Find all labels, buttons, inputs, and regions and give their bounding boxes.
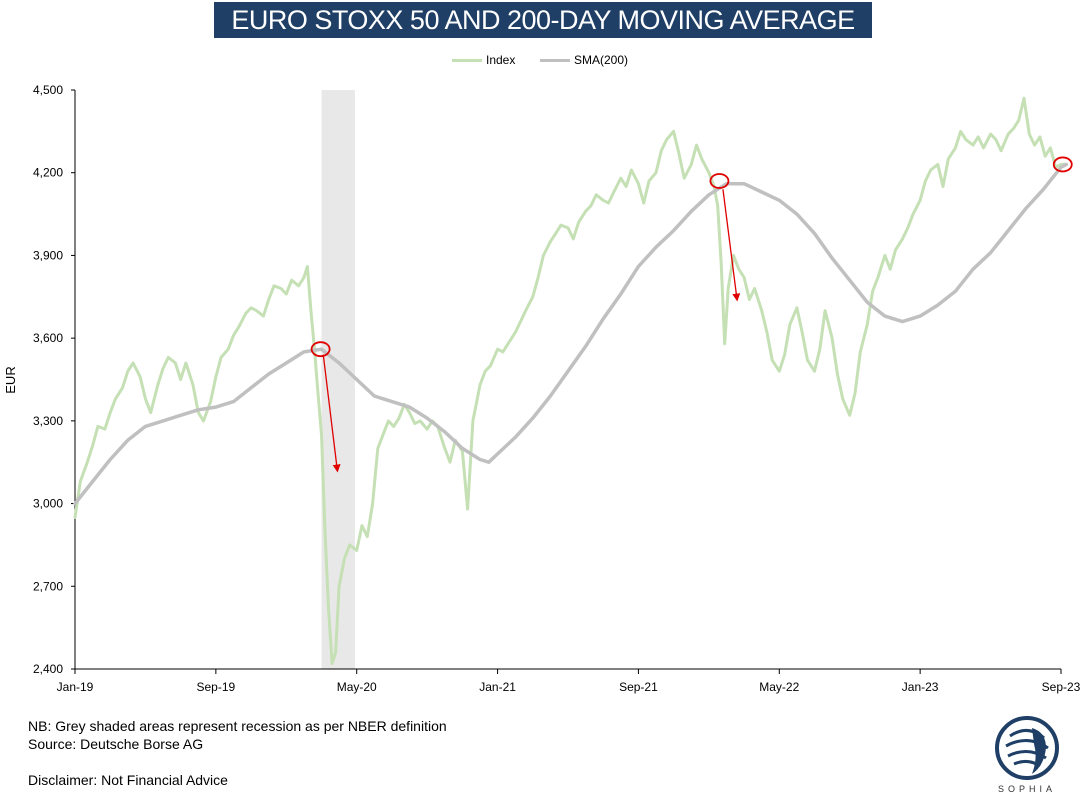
x-tick-label: Jan-19 (57, 680, 94, 694)
annotation-arrow (322, 354, 341, 473)
recession-note: NB: Grey shaded areas represent recessio… (28, 718, 447, 734)
y-tick-label: 3,300 (33, 414, 63, 428)
y-tick-label: 3,900 (33, 248, 63, 262)
x-tick-label: Sep-19 (197, 680, 236, 694)
legend-item-index: Index (452, 50, 532, 70)
legend-label-index: Index (486, 53, 516, 67)
legend: Index SMA(200) (0, 50, 1091, 70)
x-tick-label: May-20 (337, 680, 377, 694)
x-tick-label: Jan-23 (902, 680, 939, 694)
x-tick-label: May-22 (759, 680, 799, 694)
y-tick-label: 4,200 (33, 166, 63, 180)
chart-title: EURO STOXX 50 AND 200-DAY MOVING AVERAGE (214, 2, 872, 38)
source-note: Source: Deutsche Borse AG (28, 736, 204, 752)
legend-swatch-sma (540, 59, 570, 62)
crossover-marker (709, 173, 730, 189)
legend-label-sma: SMA(200) (574, 53, 629, 67)
sophia-logo: SOPHIA (995, 716, 1059, 794)
x-tick-label: Jan-21 (479, 680, 516, 694)
index-series-line (73, 96, 1068, 665)
disclaimer: Disclaimer: Not Financial Advice (28, 772, 228, 788)
y-tick-label: 2,700 (33, 579, 63, 593)
legend-item-sma: SMA(200) (540, 50, 650, 70)
y-tick-label: 4,500 (33, 83, 63, 97)
y-tick-label: 3,600 (33, 331, 63, 345)
legend-swatch-index (452, 59, 482, 62)
y-tick-label: 2,400 (33, 662, 63, 676)
crossover-marker (1052, 156, 1073, 173)
crossover-marker (310, 341, 331, 358)
sma-series-line (73, 162, 1069, 506)
x-tick-label: Sep-23 (1042, 680, 1081, 694)
annotation-arrow (722, 189, 741, 302)
footnotes: NB: Grey shaded areas represent recessio… (28, 717, 447, 753)
x-tick-label: Sep-21 (619, 680, 658, 694)
logo-text: SOPHIA (998, 784, 1056, 794)
y-tick-label: 3,000 (33, 497, 63, 511)
